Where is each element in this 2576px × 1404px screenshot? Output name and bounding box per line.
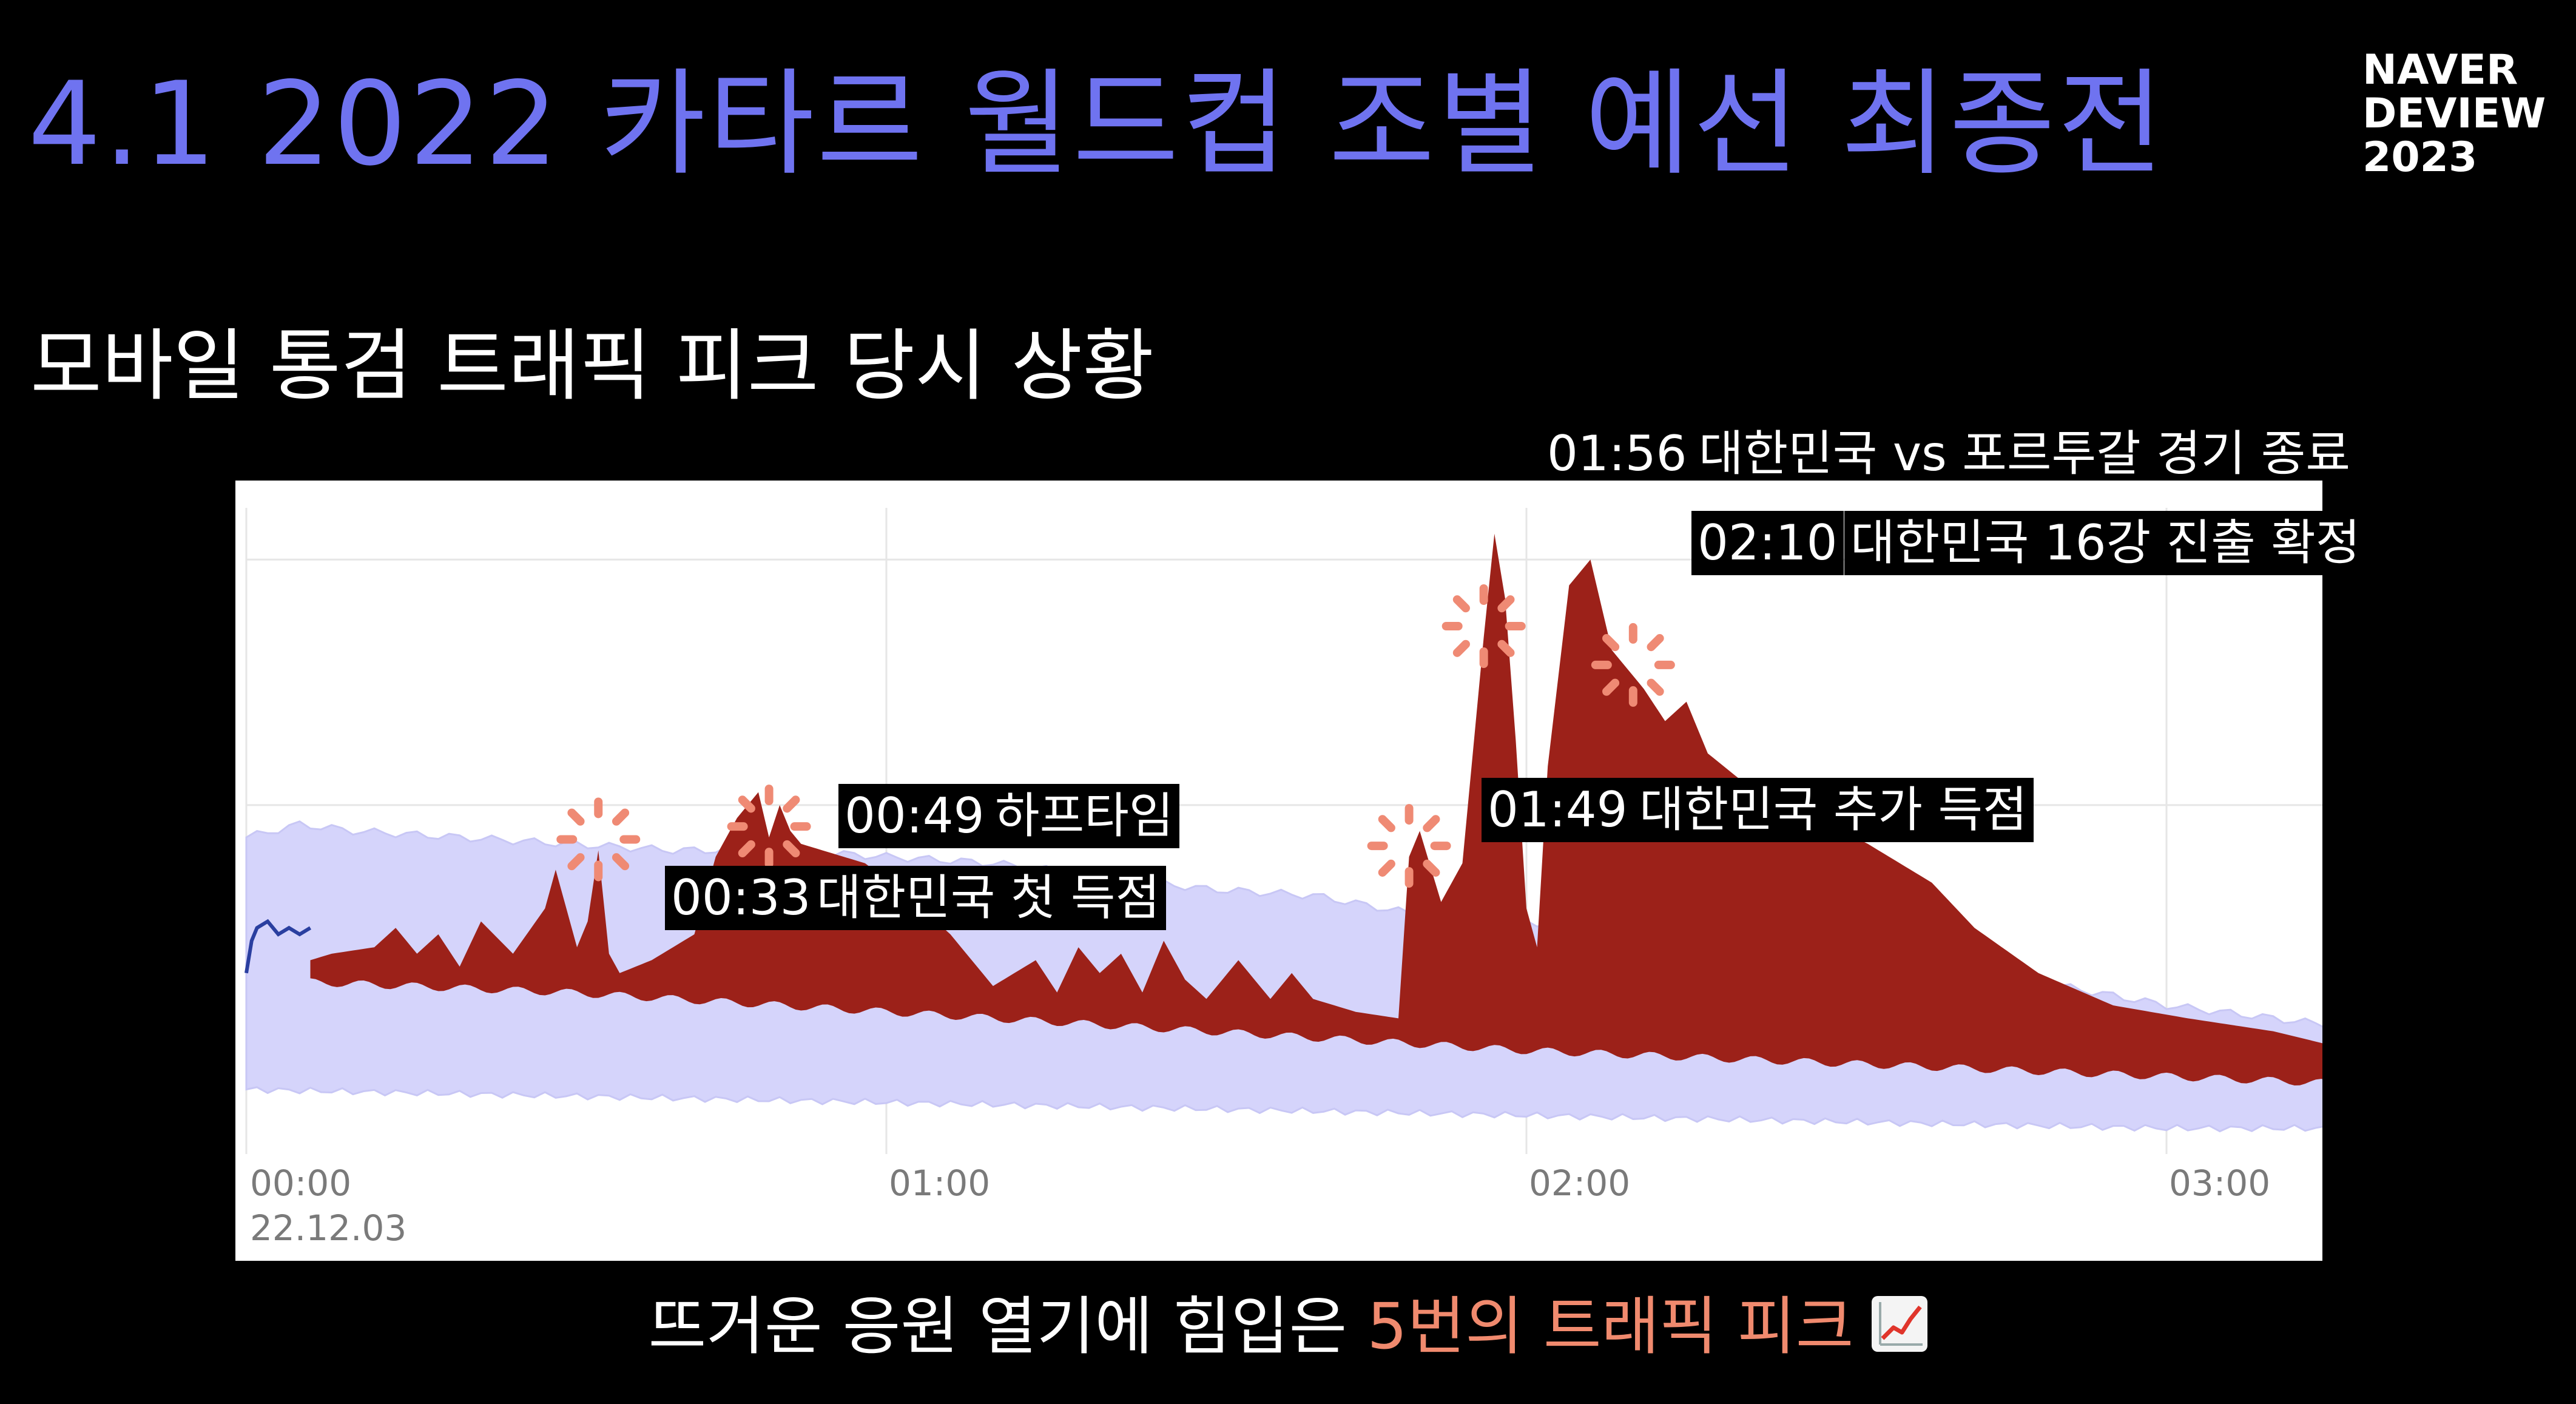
- x-tick-label: 03:00: [2169, 1163, 2270, 1204]
- x-tick-label: 02:00: [1529, 1163, 1630, 1204]
- annotation-time: 01:56: [1541, 427, 1693, 481]
- brand-line: DEVIEW: [2362, 90, 2546, 138]
- caption-highlight: 5번의 트래픽 피크: [1367, 1289, 1854, 1363]
- annotation-time: 01:49: [1482, 778, 1634, 842]
- traffic-area: [310, 533, 2322, 1086]
- caption-text: 뜨거운 응원 열기에 힘입은: [648, 1289, 1367, 1363]
- peak-marker-dash: [1452, 595, 1470, 613]
- peak-marker-dash: [738, 840, 755, 857]
- peak-marker-dash: [612, 853, 630, 871]
- brand-line: 2023: [2362, 133, 2478, 181]
- slide-title: 4.1 2022 카타르 월드컵 조별 예선 최종전: [28, 57, 2166, 191]
- peak-marker: [1367, 804, 1451, 888]
- peak-marker-dash: [567, 808, 585, 826]
- annotation-label: 대한민국 추가 득점: [1633, 778, 2034, 842]
- peak-marker-dash: [1378, 859, 1395, 877]
- brand-line: NAVER: [2362, 46, 2518, 94]
- slide-caption: 뜨거운 응원 열기에 힘입은 5번의 트래픽 피크: [0, 1295, 2576, 1358]
- peak-marker: [1591, 623, 1675, 707]
- annotation-time: 00:33: [665, 866, 817, 930]
- peak-marker-dash: [1647, 678, 1664, 696]
- x-tick-label: 00:00: [250, 1163, 351, 1204]
- peak-marker-dash: [567, 853, 585, 871]
- peak-marker-dash: [783, 840, 800, 857]
- peak-marker-dash: [1497, 595, 1515, 613]
- annotation-time: 02:10: [1691, 511, 1844, 575]
- peak-marker-dash: [1602, 634, 1620, 652]
- peak-marker-dash: [1423, 859, 1440, 877]
- peak-marker-dash: [783, 795, 800, 813]
- brand-logo: NAVER DEVIEW 2023: [2362, 49, 2546, 180]
- peak-marker-dash: [1378, 815, 1395, 832]
- slide-subtitle: 모바일 통검 트래픽 피크 당시 상황: [30, 321, 1155, 411]
- annotation-label: 대한민국 첫 득점: [811, 866, 1167, 930]
- annotation-label: 대한민국 vs 포르투갈 경기 종료: [1693, 427, 2356, 481]
- annotation-time: 00:49: [838, 784, 991, 848]
- peak-marker: [556, 797, 641, 882]
- peak-marker-dash: [1497, 640, 1515, 657]
- traffic-chart-svg: 00:00 01:00 02:00 03:00 22.12.03: [244, 508, 2322, 1249]
- annotation-label: 하프타임: [989, 784, 1180, 848]
- x-tick-label: 01:00: [889, 1163, 990, 1204]
- peak-marker-dash: [1602, 678, 1620, 696]
- peak-marker-dash: [1452, 640, 1470, 657]
- traffic-chart: 00:00 01:00 02:00 03:00 22.12.03: [235, 481, 2322, 1261]
- peak-marker-dash: [738, 795, 755, 813]
- annotation-underline: [1539, 489, 2322, 493]
- chart-increasing-icon: [1872, 1296, 1928, 1352]
- peak-marker-dash: [1647, 634, 1664, 652]
- peak-marker-dash: [612, 808, 630, 826]
- peak-marker-dash: [1423, 815, 1440, 832]
- peak-marker: [1441, 584, 1526, 668]
- peak-marker: [727, 785, 811, 869]
- annotation-label: 대한민국 16강 진출 확정: [1844, 511, 2367, 575]
- early-traffic-line: [244, 919, 312, 974]
- x-date-label: 22.12.03: [250, 1207, 406, 1249]
